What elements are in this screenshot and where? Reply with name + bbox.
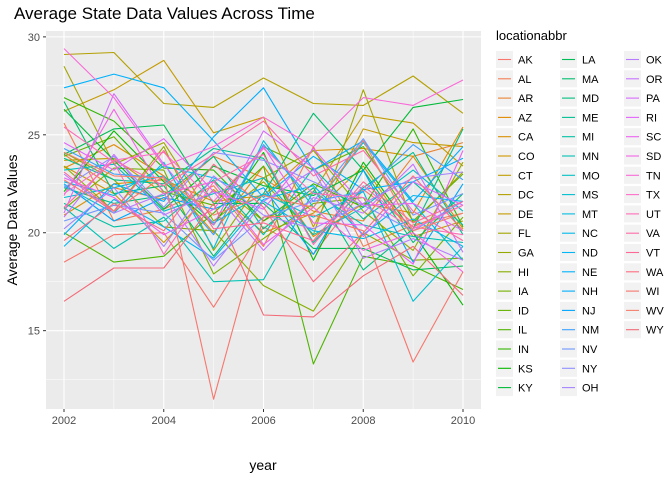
- legend-label-nh: NH: [582, 286, 598, 298]
- series-line-ri: [63, 138, 464, 232]
- legend-label-sc: SC: [646, 132, 661, 144]
- y-axis-title: Average Data Values: [4, 154, 20, 285]
- legend: AK AL AR AZ CA CO CT DC DE FL GA HI IA ID IL IN KS KY LA MA…: [496, 51, 664, 397]
- legend-label-ia: IA: [518, 286, 529, 298]
- series-line-ak: [63, 189, 464, 308]
- legend-label-mn: MN: [582, 151, 599, 163]
- legend-label-nv: NV: [582, 344, 598, 356]
- series-line-tx: [63, 147, 464, 230]
- x-tick-label: 2002: [52, 415, 76, 427]
- legend-title: locationabbr: [496, 28, 567, 43]
- legend-label-co: CO: [518, 151, 535, 163]
- series-line-wy: [63, 202, 464, 318]
- legend-label-ok: OK: [646, 55, 663, 67]
- legend-label-id: ID: [518, 305, 529, 317]
- series-line-ms: [63, 175, 464, 302]
- legend-label-ut: UT: [646, 209, 661, 221]
- legend-label-ny: NY: [582, 363, 598, 375]
- series-line-sc: [63, 146, 464, 265]
- legend-label-ca: CA: [518, 132, 534, 144]
- legend-label-or: OR: [646, 74, 663, 86]
- series-line-dc: [63, 51, 464, 114]
- x-axis: 2002 2004 2006 2008 2010: [52, 409, 475, 427]
- legend-label-ga: GA: [518, 248, 535, 260]
- legend-label-ms: MS: [582, 190, 599, 202]
- legend-label-in: IN: [518, 344, 529, 356]
- legend-label-il: IL: [518, 325, 527, 337]
- x-tick-label: 2008: [351, 415, 375, 427]
- series-line-va: [63, 120, 464, 242]
- legend-label-ks: KS: [518, 363, 533, 375]
- legend-label-ky: KY: [518, 383, 533, 395]
- series-line-nj: [63, 169, 464, 263]
- legend-label-hi: HI: [518, 267, 529, 279]
- legend-label-de: DE: [518, 209, 533, 221]
- series-line-mt: [63, 140, 464, 261]
- legend-label-wy: WY: [646, 325, 664, 337]
- series-line-ny: [63, 151, 464, 232]
- legend-label-ak: AK: [518, 55, 533, 67]
- series-line-mn: [63, 191, 464, 283]
- legend-label-vt: VT: [646, 248, 660, 260]
- legend-label-wa: WA: [646, 267, 664, 279]
- series-line-fl: [63, 66, 464, 236]
- chart-title: Average State Data Values Across Time: [14, 4, 315, 23]
- series-line-ok: [63, 169, 464, 267]
- legend-label-nm: NM: [582, 325, 599, 337]
- y-tick-label: 25: [28, 130, 40, 142]
- series-line-md: [63, 128, 464, 271]
- series-line-wv: [63, 140, 464, 232]
- legend-label-ct: CT: [518, 170, 533, 182]
- x-tick-label: 2004: [152, 415, 176, 427]
- legend-label-nd: ND: [582, 248, 598, 260]
- legend-label-tn: TN: [646, 170, 661, 182]
- series-line-wi: [63, 175, 464, 400]
- series-line-me: [63, 147, 464, 244]
- legend-label-tx: TX: [646, 190, 661, 202]
- legend-label-mi: MI: [582, 132, 594, 144]
- series-line-ne: [63, 73, 464, 199]
- legend-label-mo: MO: [582, 170, 600, 182]
- legend-label-nj: NJ: [582, 305, 595, 317]
- legend-label-va: VA: [646, 228, 661, 240]
- series-line-wa: [63, 163, 464, 283]
- legend-label-fl: FL: [518, 228, 531, 240]
- legend-label-mt: MT: [582, 209, 598, 221]
- y-axis: 15 20 25 30: [28, 32, 46, 338]
- y-tick-label: 20: [28, 228, 40, 240]
- x-tick-label: 2010: [451, 415, 475, 427]
- legend-label-wi: WI: [646, 286, 659, 298]
- legend-label-la: LA: [582, 55, 596, 67]
- y-tick-label: 30: [28, 32, 40, 44]
- legend-label-az: AZ: [518, 112, 532, 124]
- series-line-or: [63, 153, 464, 253]
- legend-label-ne: NE: [582, 267, 597, 279]
- series-lines: [63, 48, 464, 400]
- legend-label-ri: RI: [646, 112, 657, 124]
- y-tick-label: 15: [28, 326, 40, 338]
- x-tick-label: 2006: [251, 415, 275, 427]
- legend-label-al: AL: [518, 74, 531, 86]
- x-axis-title: year: [249, 457, 277, 473]
- series-line-vt: [63, 149, 464, 242]
- legend-label-oh: OH: [582, 383, 599, 395]
- legend-label-ma: MA: [582, 74, 599, 86]
- legend-label-pa: PA: [646, 93, 661, 105]
- series-line-sd: [63, 108, 464, 273]
- series-line-la: [63, 124, 464, 271]
- legend-label-nc: NC: [582, 228, 598, 240]
- legend-label-me: ME: [582, 112, 599, 124]
- legend-label-dc: DC: [518, 190, 534, 202]
- series-line-ut: [63, 126, 464, 255]
- legend-label-ar: AR: [518, 93, 533, 105]
- series-line-oh: [63, 171, 464, 247]
- legend-label-sd: SD: [646, 151, 661, 163]
- legend-label-md: MD: [582, 93, 599, 105]
- legend-label-wv: WV: [646, 305, 664, 317]
- series-line-tn: [63, 48, 464, 167]
